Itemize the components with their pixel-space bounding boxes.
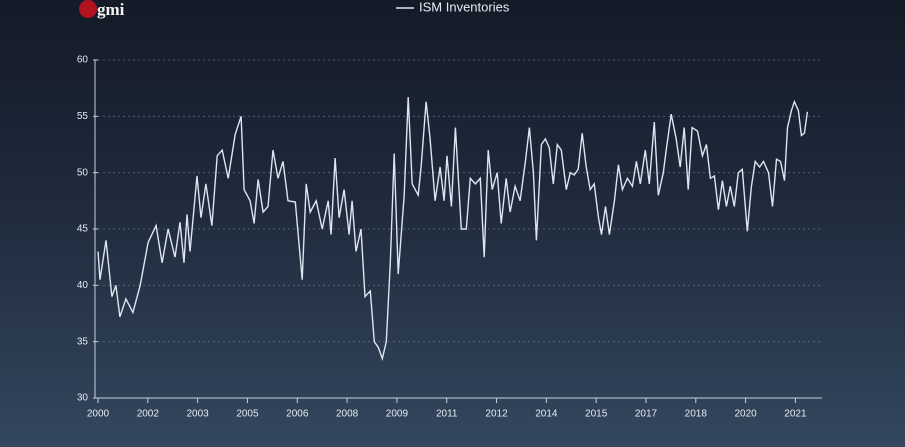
x-tick-label: 2011 [436, 409, 458, 420]
y-tick-label: 30 [77, 393, 89, 404]
x-tick-label: 2012 [485, 409, 508, 420]
logo-mark [79, 0, 97, 18]
x-tick-label: 2003 [187, 409, 210, 420]
y-tick-label: 40 [77, 280, 89, 291]
x-tick-label: 2009 [386, 409, 409, 420]
x-tick-label: 2000 [87, 409, 110, 420]
x-tick-label: 2005 [236, 409, 259, 420]
logo: gmi [97, 0, 125, 19]
x-tick-label: 2020 [734, 409, 757, 420]
series-line [97, 97, 809, 362]
x-tick-label: 2008 [336, 409, 359, 420]
x-tick-label: 2021 [784, 409, 807, 420]
x-tick-label: 2017 [635, 409, 658, 420]
x-tick-label: 2018 [685, 409, 708, 420]
x-tick-label: 2006 [286, 409, 309, 420]
x-tick-label: 2002 [137, 409, 160, 420]
x-tick-label: 2015 [585, 409, 608, 420]
y-tick-label: 45 [77, 224, 89, 235]
y-tick-label: 35 [77, 336, 89, 347]
y-tick-label: 60 [77, 55, 89, 66]
y-tick-label: 55 [77, 111, 89, 122]
x-tick-label: 2014 [535, 409, 558, 420]
y-tick-label: 50 [77, 167, 89, 178]
legend-label: ISM Inventories [419, 0, 510, 14]
